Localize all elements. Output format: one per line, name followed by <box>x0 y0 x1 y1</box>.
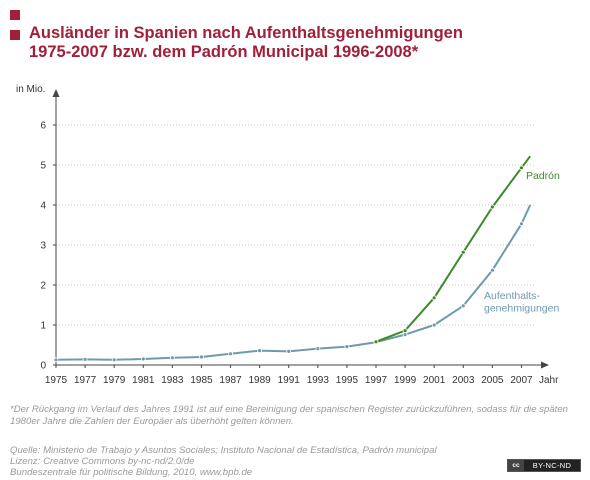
source-line: Quelle: Ministerio de Trabajo y Asuntos … <box>10 445 437 456</box>
x-tick-label: 1993 <box>307 375 330 386</box>
license-line: Lizenz: Creative Commons by-nc-nd/2.0/de <box>10 456 195 467</box>
data-point <box>489 267 495 273</box>
creative-commons-badge[interactable]: cc BY-NC-ND <box>507 459 581 472</box>
data-point <box>489 204 495 210</box>
data-point <box>286 348 292 354</box>
x-tick-label: 2001 <box>423 375 446 386</box>
data-point <box>111 357 117 363</box>
data-point <box>315 346 321 352</box>
publisher-line: Bundeszentrale für politische Bildung, 2… <box>10 467 253 478</box>
title-square-icon <box>10 30 20 40</box>
y-tick-label: 4 <box>40 201 46 212</box>
data-point <box>373 339 379 345</box>
x-tick-label: 1977 <box>74 375 97 386</box>
y-tick-label: 3 <box>40 241 46 252</box>
title-square-icon <box>10 10 20 20</box>
x-tick-label: 2005 <box>481 375 504 386</box>
source-block: Quelle: Ministerio de Trabajo y Asuntos … <box>10 445 490 478</box>
title-line-1: Ausländer in Spanien nach Aufenthaltsgen… <box>29 24 463 42</box>
data-point <box>199 354 204 360</box>
x-tick-label: 1987 <box>219 375 242 386</box>
data-point <box>53 357 59 363</box>
data-point <box>519 165 524 171</box>
series-label: Padrón <box>526 170 560 182</box>
cc-license-text: BY-NC-ND <box>524 460 580 471</box>
x-tick-label: 1975 <box>45 375 68 386</box>
data-point <box>402 332 408 338</box>
line-chart: 0 1 2 3 4 5 6 in Mio. 1975 1977 1979 1981 1983 1985 19… <box>16 84 560 386</box>
x-axis-arrow-icon <box>541 361 549 369</box>
data-point <box>169 355 175 361</box>
data-point <box>460 249 466 255</box>
x-tick-label: 1979 <box>103 375 126 386</box>
cc-logo-icon: cc <box>508 460 524 471</box>
data-point <box>140 356 146 362</box>
x-tick-label: 1991 <box>278 375 301 386</box>
y-tick-label: 1 <box>40 321 46 332</box>
x-tick-label: 1981 <box>132 375 155 386</box>
x-tick-label: 2007 <box>510 375 533 386</box>
footnote: *Der Rückgang im Verlauf des Jahres 1991… <box>10 404 568 427</box>
series-line <box>55 204 532 361</box>
series-label: Aufenthalts-genehmigungen <box>484 290 559 315</box>
data-point <box>519 221 524 227</box>
x-tick-label: 2003 <box>452 375 475 386</box>
x-tick-label: 1989 <box>249 375 272 386</box>
x-tick-label: 1999 <box>394 375 417 386</box>
data-point <box>431 295 437 301</box>
y-tick-label: 2 <box>40 281 46 292</box>
x-tick-label: 1983 <box>161 375 184 386</box>
series-label-line: genehmigungen <box>484 303 559 315</box>
y-axis-label: in Mio. <box>16 84 45 95</box>
data-point <box>460 303 466 309</box>
x-axis-label: Jahr <box>539 375 559 386</box>
x-tick-label: 1985 <box>190 375 213 386</box>
title-line-2: 1975-2007 bzw. dem Padrón Municipal 1996… <box>29 43 419 61</box>
y-tick-label: 6 <box>40 121 46 132</box>
data-point <box>344 344 350 350</box>
y-tick-label: 5 <box>40 161 46 172</box>
x-tick-label: 1995 <box>336 375 359 386</box>
data-point <box>431 322 437 328</box>
x-tick-label: 1997 <box>365 375 388 386</box>
series-label-line: Aufenthalts- <box>484 290 541 302</box>
series-label-line: Padrón <box>526 170 560 182</box>
data-point <box>257 348 263 354</box>
chart-title: Ausländer in Spanien nach Aufenthaltsgen… <box>10 8 463 62</box>
data-point <box>402 328 408 334</box>
data-point <box>82 356 88 362</box>
data-point <box>228 351 233 357</box>
y-axis-arrow-icon <box>52 89 60 97</box>
y-tick-label: 0 <box>40 361 46 372</box>
